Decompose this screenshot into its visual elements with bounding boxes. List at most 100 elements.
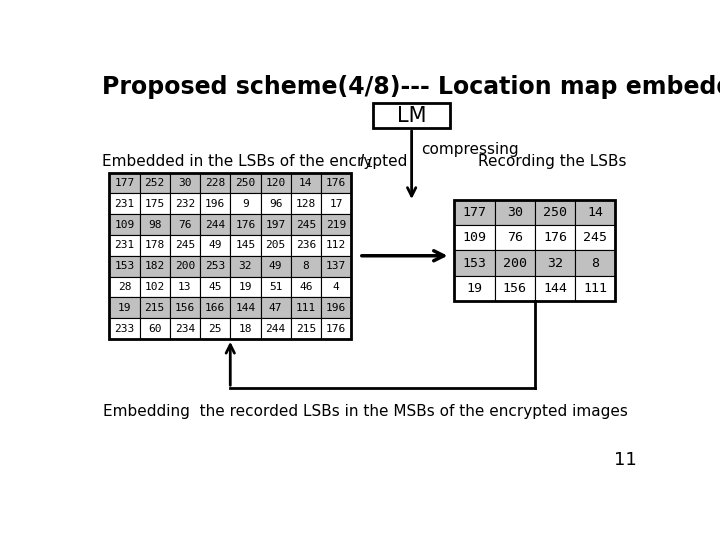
- Text: 19: 19: [467, 282, 482, 295]
- Bar: [535, 276, 575, 301]
- Bar: [230, 256, 261, 276]
- Bar: [140, 214, 170, 235]
- Bar: [575, 225, 616, 251]
- Bar: [535, 200, 575, 225]
- Text: 231: 231: [114, 199, 135, 209]
- Text: I: I: [360, 153, 364, 168]
- Text: 153: 153: [462, 256, 487, 269]
- Text: 245: 245: [296, 220, 316, 229]
- Bar: [200, 193, 230, 214]
- Text: 19: 19: [238, 282, 252, 292]
- Bar: [109, 235, 140, 256]
- Bar: [261, 276, 291, 298]
- Text: 137: 137: [326, 261, 346, 271]
- Text: 236: 236: [296, 240, 316, 251]
- Text: 231: 231: [114, 240, 135, 251]
- Bar: [200, 298, 230, 318]
- Text: 49: 49: [208, 240, 222, 251]
- Bar: [321, 256, 351, 276]
- Bar: [454, 276, 495, 301]
- Bar: [200, 235, 230, 256]
- Bar: [291, 318, 321, 339]
- Text: 76: 76: [178, 220, 192, 229]
- Text: 60: 60: [148, 323, 161, 334]
- Text: 196: 196: [205, 199, 225, 209]
- Text: 8: 8: [591, 256, 599, 269]
- Text: 178: 178: [145, 240, 165, 251]
- Bar: [170, 276, 200, 298]
- Text: 96: 96: [269, 199, 282, 209]
- Bar: [140, 256, 170, 276]
- Bar: [230, 193, 261, 214]
- Text: 111: 111: [583, 282, 607, 295]
- Text: 14: 14: [299, 178, 312, 188]
- Bar: [230, 235, 261, 256]
- Text: 200: 200: [503, 256, 527, 269]
- Text: 30: 30: [178, 178, 192, 188]
- Text: Embedding  the recorded LSBs in the MSBs of the encrypted images: Embedding the recorded LSBs in the MSBs …: [103, 403, 628, 418]
- Text: 200: 200: [175, 261, 195, 271]
- Bar: [109, 298, 140, 318]
- Text: 215: 215: [145, 303, 165, 313]
- Text: 18: 18: [238, 323, 252, 334]
- Text: 176: 176: [543, 231, 567, 244]
- Text: 51: 51: [269, 282, 282, 292]
- Text: LM: LM: [397, 106, 426, 126]
- Bar: [230, 318, 261, 339]
- Bar: [575, 251, 616, 276]
- Text: 233: 233: [114, 323, 135, 334]
- Bar: [200, 318, 230, 339]
- Bar: [261, 256, 291, 276]
- Text: 145: 145: [235, 240, 256, 251]
- Text: 245: 245: [175, 240, 195, 251]
- Text: 46: 46: [299, 282, 312, 292]
- Bar: [454, 251, 495, 276]
- Bar: [109, 193, 140, 214]
- Bar: [291, 173, 321, 193]
- Bar: [140, 193, 170, 214]
- Text: 98: 98: [148, 220, 161, 229]
- Text: 205: 205: [266, 240, 286, 251]
- Bar: [109, 318, 140, 339]
- Bar: [261, 235, 291, 256]
- Text: 176: 176: [326, 323, 346, 334]
- Text: compressing: compressing: [421, 142, 518, 157]
- Text: 234: 234: [175, 323, 195, 334]
- Bar: [291, 214, 321, 235]
- Bar: [575, 276, 616, 301]
- Bar: [170, 256, 200, 276]
- Text: 47: 47: [269, 303, 282, 313]
- Text: 177: 177: [462, 206, 487, 219]
- Text: 102: 102: [145, 282, 165, 292]
- Bar: [495, 225, 535, 251]
- Bar: [321, 193, 351, 214]
- Text: 144: 144: [235, 303, 256, 313]
- Bar: [170, 193, 200, 214]
- Text: 244: 244: [205, 220, 225, 229]
- Bar: [261, 173, 291, 193]
- Text: 11: 11: [613, 451, 636, 469]
- Text: Embedded in the LSBs of the encrypted: Embedded in the LSBs of the encrypted: [102, 153, 412, 168]
- Text: 49: 49: [269, 261, 282, 271]
- Text: 245: 245: [583, 231, 607, 244]
- Bar: [109, 256, 140, 276]
- Bar: [321, 214, 351, 235]
- Bar: [109, 276, 140, 298]
- Text: 4: 4: [333, 282, 339, 292]
- Bar: [261, 298, 291, 318]
- Text: 76: 76: [507, 231, 523, 244]
- Text: 182: 182: [145, 261, 165, 271]
- Bar: [140, 235, 170, 256]
- Bar: [261, 318, 291, 339]
- Bar: [200, 256, 230, 276]
- Text: Proposed scheme(4/8)--- Location map embedding: Proposed scheme(4/8)--- Location map emb…: [102, 75, 720, 99]
- Bar: [140, 318, 170, 339]
- Text: 253: 253: [205, 261, 225, 271]
- Bar: [200, 276, 230, 298]
- Text: 197: 197: [266, 220, 286, 229]
- Text: 252: 252: [145, 178, 165, 188]
- Text: 219: 219: [326, 220, 346, 229]
- Text: 25: 25: [208, 323, 222, 334]
- Bar: [261, 214, 291, 235]
- Bar: [454, 200, 616, 301]
